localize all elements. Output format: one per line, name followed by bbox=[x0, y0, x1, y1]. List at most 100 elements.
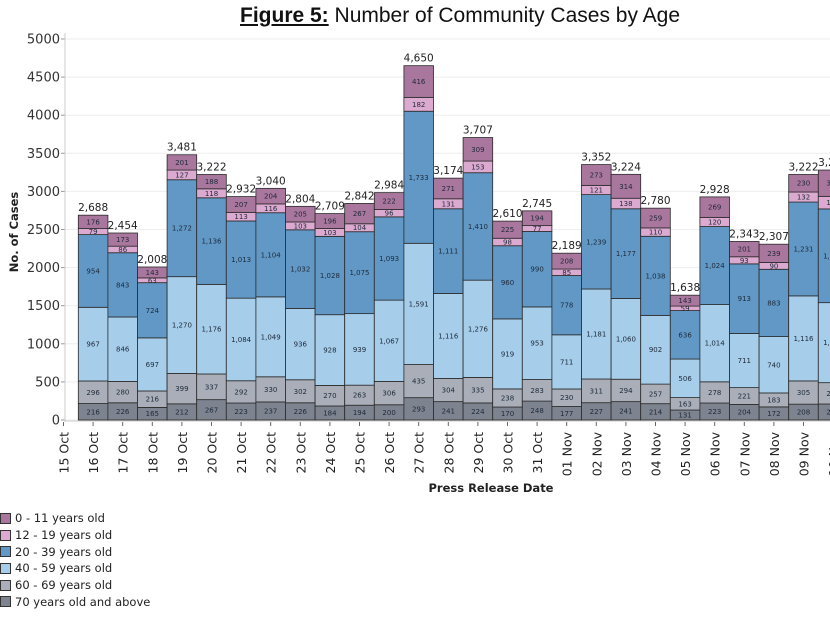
bar-segment bbox=[403, 110, 434, 244]
segment-label: 194 bbox=[353, 409, 367, 417]
x-tick-label: 03 Nov bbox=[619, 431, 634, 476]
x-tick-label: 02 Nov bbox=[589, 431, 604, 476]
segment-label: 399 bbox=[175, 385, 188, 393]
segment-label: 226 bbox=[116, 408, 130, 416]
y-tick-label: 500 bbox=[35, 375, 60, 390]
segment-label: 883 bbox=[767, 299, 780, 307]
segment-label: 241 bbox=[442, 407, 455, 415]
segment-label: 1,104 bbox=[261, 251, 282, 259]
segment-label: 270 bbox=[323, 392, 336, 400]
legend-label: 60 - 69 years old bbox=[15, 578, 113, 593]
segment-label: 283 bbox=[530, 387, 543, 395]
segment-label: 954 bbox=[86, 267, 100, 275]
segment-label: 1,270 bbox=[172, 322, 192, 330]
segment-label: 435 bbox=[412, 378, 425, 386]
legend-item: 40 - 59 years old bbox=[0, 560, 150, 577]
bar-segment bbox=[817, 169, 830, 197]
total-label: 4,650 bbox=[404, 53, 434, 65]
bar-segment bbox=[699, 226, 730, 305]
segment-label: 1,181 bbox=[586, 331, 606, 339]
bar-segment bbox=[462, 172, 494, 281]
segment-label: 967 bbox=[86, 341, 99, 349]
segment-label: 1,028 bbox=[320, 272, 340, 280]
total-label: 2,842 bbox=[344, 190, 374, 202]
segment-label: 173 bbox=[116, 236, 129, 244]
bar-segment bbox=[729, 333, 760, 389]
segment-label: 302 bbox=[294, 388, 307, 396]
segment-label: 177 bbox=[560, 410, 573, 418]
bar-segment bbox=[137, 337, 168, 392]
bar-segment bbox=[403, 65, 434, 98]
segment-label: 241 bbox=[619, 407, 632, 415]
segment-label: 293 bbox=[412, 405, 425, 413]
segment-label: 1,116 bbox=[438, 332, 459, 340]
bar-segment bbox=[699, 304, 730, 383]
stacked-bar-chart: 216 296 967 954 79 176 2,688 226 280 846 843 86 173 2… bbox=[7, 33, 830, 495]
segment-label: 172 bbox=[767, 410, 780, 418]
segment-label: 223 bbox=[708, 408, 721, 416]
bar-segment bbox=[433, 293, 464, 379]
segment-label: 86 bbox=[118, 246, 127, 254]
total-label: 2,928 bbox=[700, 184, 730, 196]
axes: 0 500 1000 1500 2000 2500 3000 3500 4000 4500 5000… bbox=[27, 33, 830, 476]
segment-label: 98 bbox=[503, 238, 512, 246]
bar-segment bbox=[492, 318, 523, 390]
segment-label: 170 bbox=[501, 410, 514, 418]
segment-label: 263 bbox=[353, 392, 366, 400]
segment-label: 238 bbox=[501, 394, 514, 402]
segment-label: 259 bbox=[649, 215, 662, 223]
total-label: 1,638 bbox=[670, 282, 700, 294]
total-label: 3,222 bbox=[196, 161, 226, 173]
bar-segment bbox=[788, 201, 819, 297]
segment-label: 306 bbox=[382, 390, 396, 398]
x-tick-label: 31 Oct bbox=[530, 432, 545, 474]
bar-segment bbox=[699, 196, 730, 218]
segment-label: 221 bbox=[738, 393, 751, 401]
segment-label: 104 bbox=[353, 224, 367, 232]
y-tick-label: 3500 bbox=[27, 147, 60, 162]
x-tick-label: 18 Oct bbox=[145, 432, 160, 474]
segment-label: 63 bbox=[148, 277, 157, 285]
segment-label: 278 bbox=[708, 389, 721, 397]
bar-segment bbox=[817, 403, 830, 421]
x-tick-label: 27 Oct bbox=[412, 432, 427, 474]
segment-label: 120 bbox=[708, 218, 721, 226]
legend-label: 40 - 59 years old bbox=[15, 561, 113, 576]
segment-label: 90 bbox=[769, 262, 778, 270]
segment-label: 207 bbox=[234, 201, 247, 209]
segment-label: 1,239 bbox=[586, 238, 606, 246]
segment-label: 214 bbox=[649, 408, 663, 416]
segment-label: 1,116 bbox=[793, 335, 814, 343]
segment-label: 118 bbox=[205, 190, 218, 198]
legend: 0 - 11 years old 12 - 19 years old 20 - 39… bbox=[0, 510, 150, 610]
segment-label: 1,084 bbox=[231, 336, 252, 344]
bar-segment bbox=[788, 295, 819, 382]
legend-item: 0 - 11 years old bbox=[0, 510, 150, 527]
segment-label: 309 bbox=[471, 146, 484, 154]
segment-label: 223 bbox=[234, 408, 247, 416]
segment-label: 165 bbox=[826, 199, 830, 207]
legend-label: 70 years old and above bbox=[15, 594, 151, 609]
y-tick-label: 2000 bbox=[27, 261, 60, 276]
segment-label: 131 bbox=[678, 412, 691, 420]
segment-label: 138 bbox=[619, 200, 632, 208]
total-label: 3,222 bbox=[788, 161, 818, 173]
segment-label: 184 bbox=[323, 409, 337, 417]
segment-label: 212 bbox=[175, 408, 188, 416]
bar-segment bbox=[817, 302, 830, 384]
bar-segment bbox=[521, 231, 553, 308]
segment-label: 740 bbox=[767, 361, 780, 369]
total-label: 3,707 bbox=[463, 125, 493, 137]
total-label: 2,984 bbox=[374, 180, 404, 192]
bar-segment bbox=[255, 187, 286, 205]
segment-label: 176 bbox=[86, 218, 100, 226]
segment-label: 335 bbox=[471, 387, 484, 395]
segment-label: 269 bbox=[708, 204, 721, 212]
x-tick-label: 04 Nov bbox=[649, 431, 664, 476]
bar-segment bbox=[610, 173, 642, 199]
chart-title-figure: Figure 5: bbox=[240, 4, 329, 27]
segment-label: 1,050 bbox=[823, 339, 830, 347]
y-tick-label: 4500 bbox=[27, 71, 60, 86]
segment-label: 204 bbox=[264, 193, 278, 201]
bar-segment bbox=[817, 382, 830, 405]
